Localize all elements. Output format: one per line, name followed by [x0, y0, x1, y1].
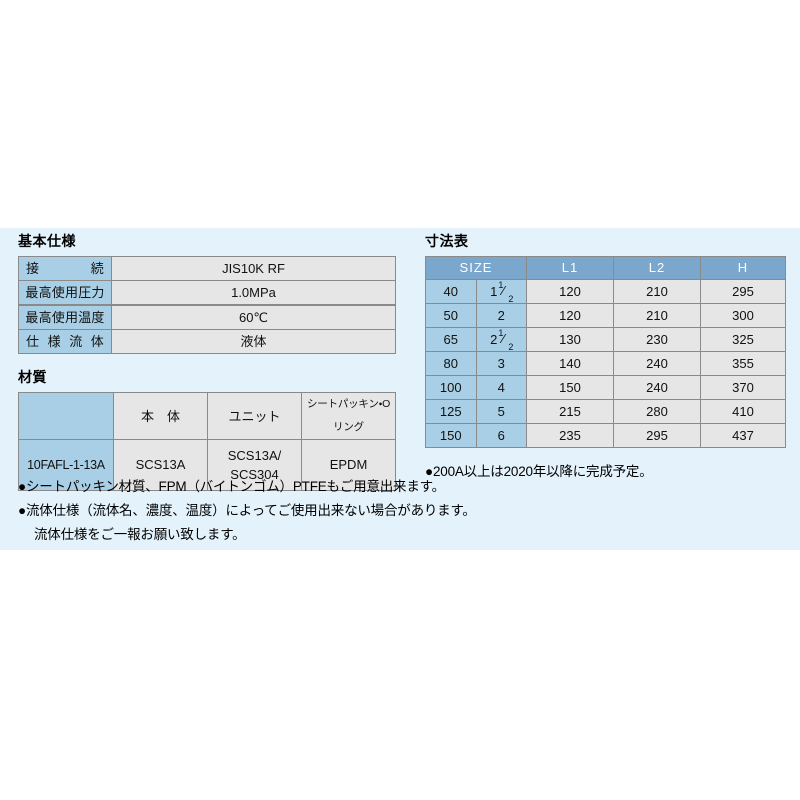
dimension-size-nominal: 80	[425, 351, 477, 376]
material-header-unit: ユニット	[207, 392, 302, 440]
material-header-body: 本 体	[113, 392, 208, 440]
material-value-unit: SCS13A/ SCS304	[207, 439, 302, 491]
basic-spec-value-fluid: 液体	[111, 329, 396, 354]
dimension-value-l1: 140	[526, 351, 614, 376]
dimension-value-l1: 120	[526, 303, 614, 328]
dimension-value-l2: 210	[613, 279, 701, 304]
dimension-value-l2: 240	[613, 351, 701, 376]
basic-spec-value-max-pressure: 1.0MPa	[111, 280, 396, 306]
material-model-code: 10FAFL-1-13A	[18, 439, 114, 491]
note-fluid-contact: 流体仕様をご一報お願い致します。	[34, 527, 246, 542]
dimension-header-l1: L1	[526, 256, 614, 280]
dimension-size-inch: 6	[475, 423, 527, 448]
dimension-value-h: 325	[700, 327, 786, 352]
note-packing-material: ●シートパッキン材質、FPM（バイトンゴム）PTFEもご用意出来ます。	[18, 479, 445, 494]
dimension-size-inch: 5	[475, 399, 527, 424]
dimension-header-l2: L2	[613, 256, 701, 280]
dimension-value-l1: 120	[526, 279, 614, 304]
left-column: 基本仕様 接続 JIS10K RF 最高使用圧力 1.0MPa 最高使用温度 6…	[18, 232, 398, 491]
dimension-value-l1: 235	[526, 423, 614, 448]
dimension-table-body: 40 1 1 ⁄ 2 120 210 295 50 2 120 210 300 65 2 1 ⁄ 2 130 230 3…	[425, 279, 786, 448]
dimension-table: SIZE L1 L2 H 40 1 1 ⁄ 2 120 210 295 50 2 120 210 300…	[425, 256, 786, 448]
dimension-value-h: 355	[700, 351, 786, 376]
dimension-value-l2: 230	[613, 327, 701, 352]
table-row: 80 3 140 240 355	[425, 351, 786, 376]
dimension-note-group: ●200A以上は2020年以降に完成予定。	[425, 460, 785, 484]
dimension-title: 寸法表	[425, 233, 469, 249]
dimension-value-h: 410	[700, 399, 786, 424]
basic-spec-title: 基本仕様	[18, 233, 76, 249]
material-header-packing: シートパッキン・Oリング	[301, 392, 396, 440]
dimension-value-h: 437	[700, 423, 786, 448]
table-header-row: SIZE L1 L2 H	[425, 256, 786, 280]
table-row: 65 2 1 ⁄ 2 130 230 325	[425, 327, 786, 352]
basic-spec-table: 接続 JIS10K RF 最高使用圧力 1.0MPa 最高使用温度 60℃ 仕様…	[18, 256, 396, 354]
table-row: 最高使用圧力 1.0MPa	[18, 280, 396, 306]
material-value-packing: EPDM	[301, 439, 396, 491]
dimension-size-nominal: 100	[425, 375, 477, 400]
dimension-value-l2: 240	[613, 375, 701, 400]
basic-spec-label-fluid: 仕様流体	[18, 329, 112, 354]
basic-spec-value-connection: JIS10K RF	[111, 256, 396, 281]
dimension-header-h: H	[700, 256, 786, 280]
basic-spec-label-fluid-text: 仕様流体	[26, 334, 104, 349]
basic-spec-value-max-temperature: 60℃	[111, 304, 396, 330]
dimension-value-l1: 150	[526, 375, 614, 400]
dimension-size-nominal: 50	[425, 303, 477, 328]
dimension-size-nominal: 125	[425, 399, 477, 424]
table-row: 仕様流体 液体	[18, 329, 396, 354]
table-row: 40 1 1 ⁄ 2 120 210 295	[425, 279, 786, 304]
material-value-unit-line2: SCS304	[230, 467, 279, 482]
table-header-row: 本 体 ユニット シートパッキン・Oリング	[18, 392, 396, 440]
dimension-size-nominal: 40	[425, 279, 477, 304]
dimension-value-l2: 280	[613, 399, 701, 424]
table-row: 125 5 215 280 410	[425, 399, 786, 424]
material-header-blank	[18, 392, 114, 440]
material-value-unit-line1: SCS13A/	[227, 448, 282, 463]
dimension-value-l2: 210	[613, 303, 701, 328]
dimension-value-h: 370	[700, 375, 786, 400]
material-table: 本 体 ユニット シートパッキン・Oリング 10FAFL-1-13A SCS13…	[18, 392, 396, 491]
dimension-value-h: 295	[700, 279, 786, 304]
material-title: 材質	[18, 369, 47, 385]
right-column: 寸法表 SIZE L1 L2 H 40 1 1 ⁄ 2 120 210 295 50 2 120 21…	[425, 232, 786, 484]
basic-spec-label-max-temperature: 最高使用温度	[18, 304, 112, 330]
note-fluid-spec: ●流体仕様（流体名、濃度、温度）によってご使用出来ない場合があります。	[18, 503, 476, 518]
basic-spec-label-connection-text: 接続	[26, 261, 104, 276]
basic-spec-label-max-pressure: 最高使用圧力	[18, 280, 112, 306]
dimension-note: ●200A以上は2020年以降に完成予定。	[425, 464, 653, 479]
table-row: 最高使用温度 60℃	[18, 304, 396, 330]
dimension-size-inch: 3	[475, 351, 527, 376]
dimension-value-h: 300	[700, 303, 786, 328]
dimension-value-l1: 130	[526, 327, 614, 352]
table-row: 10FAFL-1-13A SCS13A SCS13A/ SCS304 EPDM	[18, 439, 396, 491]
dimension-size-inch: 2	[475, 303, 527, 328]
table-row: 100 4 150 240 370	[425, 375, 786, 400]
fraction-glyph: 1 ⁄ 2	[498, 327, 514, 352]
dimension-size-inch-whole: 2	[490, 332, 498, 347]
fraction-glyph: 1 ⁄ 2	[498, 279, 514, 304]
dimension-size-inch: 1 1 ⁄ 2	[475, 279, 527, 304]
table-row: 50 2 120 210 300	[425, 303, 786, 328]
table-row: 150 6 235 295 437	[425, 423, 786, 448]
dimension-size-inch-whole: 1	[490, 284, 498, 299]
basic-spec-label-connection: 接続	[18, 256, 112, 281]
dimension-value-l2: 295	[613, 423, 701, 448]
dimension-size-inch: 2 1 ⁄ 2	[475, 327, 527, 352]
dimension-header-size: SIZE	[425, 256, 527, 280]
dimension-value-l1: 215	[526, 399, 614, 424]
dimension-size-inch: 4	[475, 375, 527, 400]
dimension-size-nominal: 65	[425, 327, 477, 352]
notes-left-group: ●シートパッキン材質、FPM（バイトンゴム）PTFEもご用意出来ます。 ●流体仕…	[18, 475, 476, 547]
table-row: 接続 JIS10K RF	[18, 256, 396, 281]
material-value-body: SCS13A	[113, 439, 208, 491]
dimension-size-nominal: 150	[425, 423, 477, 448]
